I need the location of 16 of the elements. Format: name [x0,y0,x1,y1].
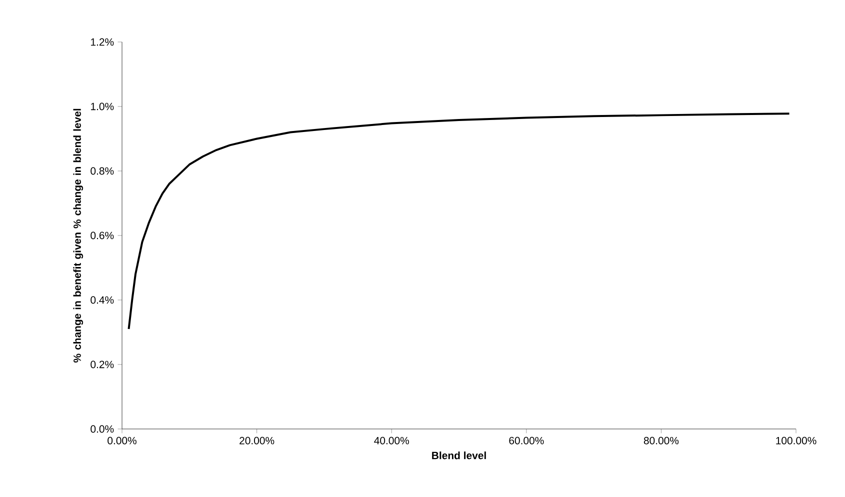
y-tick-label: 0.8% [90,167,114,175]
y-tick-label: 0.2% [90,360,114,368]
x-tick-label: 60.00% [509,436,544,444]
x-tick-label: 20.00% [240,436,274,444]
x-axis-title: Blend level [432,452,486,460]
y-tick-label: 1.2% [91,38,114,46]
x-tick-label: 0.00% [108,436,136,444]
x-tick-label: 100.00% [776,436,816,444]
y-tick-label: 0.0% [90,425,114,433]
y-tick-label: 0.4% [90,296,114,304]
line-series [128,112,790,330]
x-tick-label: 40.00% [374,436,409,444]
x-tick-label: 80.00% [644,436,679,444]
y-tick-label: 0.6% [90,232,114,240]
y-tick-label: 1.0% [91,102,114,110]
y-axis-title: % change in benefit given % change in blend level [73,108,84,363]
